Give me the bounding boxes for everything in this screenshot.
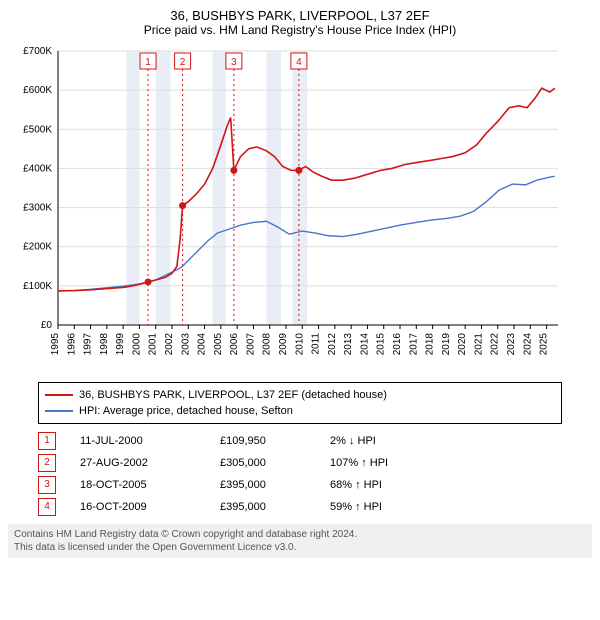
svg-text:2000: 2000 xyxy=(131,333,142,356)
sales-table: 1 11-JUL-2000£109,9502% ↓ HPI 2 27-AUG-2002… xyxy=(38,430,562,518)
svg-text:£200K: £200K xyxy=(23,242,52,253)
table-row: 4 16-OCT-2009£395,00059% ↑ HPI xyxy=(38,496,562,518)
svg-text:2010: 2010 xyxy=(294,333,305,356)
table-row: 1 11-JUL-2000£109,9502% ↓ HPI xyxy=(38,430,562,452)
svg-text:2012: 2012 xyxy=(327,333,338,356)
sale-date: 16-OCT-2009 xyxy=(80,501,220,513)
footer-licence: Contains HM Land Registry data © Crown c… xyxy=(8,524,592,558)
sale-number-box: 4 xyxy=(38,498,56,516)
svg-text:£100K: £100K xyxy=(23,281,52,292)
svg-text:2022: 2022 xyxy=(490,333,501,356)
svg-text:2001: 2001 xyxy=(148,333,159,356)
chart-container: £0 £100K £200K £300K £400K £500K £600K £700K 199… xyxy=(8,43,592,376)
svg-text:2013: 2013 xyxy=(343,333,354,356)
legend-label-price: 36, BUSHBYS PARK, LIVERPOOL, L37 2EF (de… xyxy=(79,389,387,401)
svg-text:2004: 2004 xyxy=(197,333,208,356)
svg-text:£0: £0 xyxy=(41,320,53,331)
svg-text:4: 4 xyxy=(296,57,302,68)
title-line-2: Price paid vs. HM Land Registry's House … xyxy=(8,23,592,37)
svg-text:1997: 1997 xyxy=(83,333,94,356)
svg-text:2016: 2016 xyxy=(392,333,403,356)
sale-number-box: 1 xyxy=(38,432,56,450)
svg-text:2005: 2005 xyxy=(213,333,224,356)
svg-text:2014: 2014 xyxy=(359,333,370,356)
svg-text:2018: 2018 xyxy=(425,333,436,356)
svg-text:2007: 2007 xyxy=(245,333,256,356)
sale-delta: 2% ↓ HPI xyxy=(330,435,460,447)
svg-text:2009: 2009 xyxy=(278,333,289,356)
sale-price: £395,000 xyxy=(220,479,330,491)
sale-number-box: 2 xyxy=(38,454,56,472)
svg-text:2024: 2024 xyxy=(522,333,533,356)
sale-delta: 59% ↑ HPI xyxy=(330,501,460,513)
legend-row-price: 36, BUSHBYS PARK, LIVERPOOL, L37 2EF (de… xyxy=(45,387,555,403)
svg-text:2020: 2020 xyxy=(457,333,468,356)
sale-date: 27-AUG-2002 xyxy=(80,457,220,469)
svg-text:2023: 2023 xyxy=(506,333,517,356)
svg-text:2006: 2006 xyxy=(229,333,240,356)
svg-text:2025: 2025 xyxy=(539,333,550,356)
sale-delta: 68% ↑ HPI xyxy=(330,479,460,491)
svg-text:2003: 2003 xyxy=(180,333,191,356)
legend-line-price xyxy=(45,394,73,396)
svg-text:2002: 2002 xyxy=(164,333,175,356)
svg-text:1: 1 xyxy=(145,57,151,68)
sale-date: 18-OCT-2005 xyxy=(80,479,220,491)
svg-text:£500K: £500K xyxy=(23,124,52,135)
svg-text:1995: 1995 xyxy=(50,333,61,356)
chart-titles: 36, BUSHBYS PARK, LIVERPOOL, L37 2EF Pri… xyxy=(8,8,592,37)
legend-label-hpi: HPI: Average price, detached house, Seft… xyxy=(79,405,293,417)
legend-row-hpi: HPI: Average price, detached house, Seft… xyxy=(45,403,555,419)
svg-text:2019: 2019 xyxy=(441,333,452,356)
svg-text:2: 2 xyxy=(180,57,186,68)
sale-price: £395,000 xyxy=(220,501,330,513)
sale-price: £109,950 xyxy=(220,435,330,447)
svg-text:2017: 2017 xyxy=(408,333,419,356)
svg-text:2021: 2021 xyxy=(473,333,484,356)
title-line-1: 36, BUSHBYS PARK, LIVERPOOL, L37 2EF xyxy=(8,8,592,23)
svg-text:2008: 2008 xyxy=(262,333,273,356)
svg-text:2015: 2015 xyxy=(376,333,387,356)
svg-text:£700K: £700K xyxy=(23,46,52,57)
legend-box: 36, BUSHBYS PARK, LIVERPOOL, L37 2EF (de… xyxy=(38,382,562,424)
svg-text:2011: 2011 xyxy=(311,333,322,355)
svg-text:1998: 1998 xyxy=(99,333,110,356)
sale-price: £305,000 xyxy=(220,457,330,469)
svg-text:£600K: £600K xyxy=(23,85,52,96)
price-chart: £0 £100K £200K £300K £400K £500K £600K £700K 199… xyxy=(8,43,568,373)
sale-date: 11-JUL-2000 xyxy=(80,435,220,447)
svg-text:1999: 1999 xyxy=(115,333,126,356)
table-row: 2 27-AUG-2002£305,000107% ↑ HPI xyxy=(38,452,562,474)
svg-text:£400K: £400K xyxy=(23,163,52,174)
sale-number-box: 3 xyxy=(38,476,56,494)
svg-text:1996: 1996 xyxy=(66,333,77,356)
sale-delta: 107% ↑ HPI xyxy=(330,457,460,469)
footer-line-1: Contains HM Land Registry data © Crown c… xyxy=(14,528,586,541)
legend-line-hpi xyxy=(45,410,73,412)
svg-text:£300K: £300K xyxy=(23,203,52,214)
svg-text:3: 3 xyxy=(231,57,237,68)
footer-line-2: This data is licensed under the Open Gov… xyxy=(14,541,586,554)
table-row: 3 18-OCT-2005£395,00068% ↑ HPI xyxy=(38,474,562,496)
